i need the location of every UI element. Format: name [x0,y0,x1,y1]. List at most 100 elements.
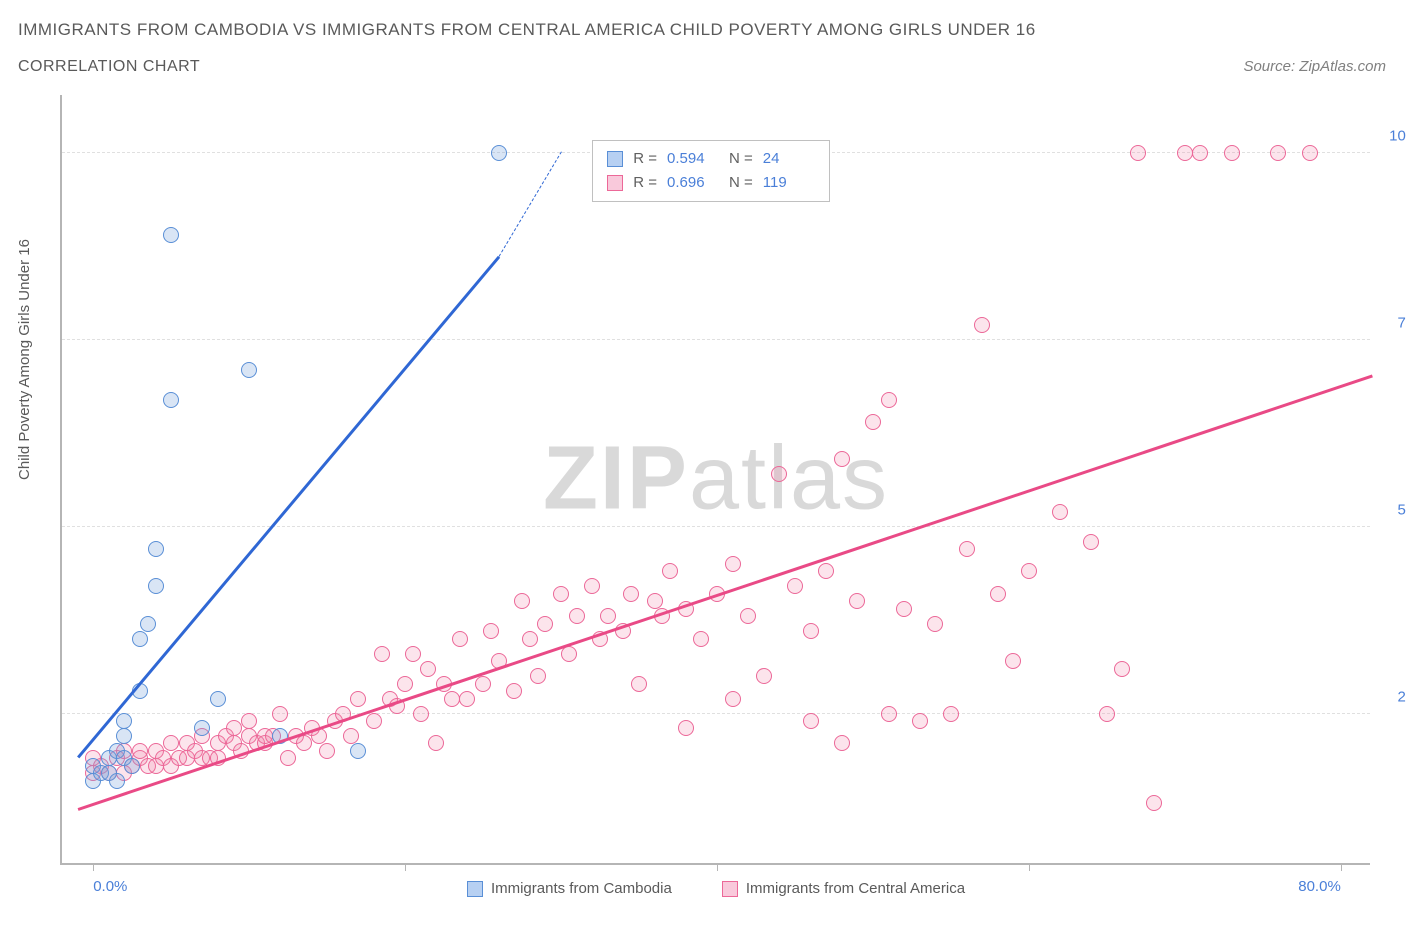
series2-legend-label: Immigrants from Central America [746,880,965,897]
data-point [514,593,530,609]
data-point [865,414,881,430]
data-point [148,578,164,594]
data-point [163,227,179,243]
x-tick [1029,863,1030,871]
x-tick [1341,863,1342,871]
data-point [1114,661,1130,677]
x-tick [717,863,718,871]
data-point [241,362,257,378]
data-point [350,743,366,759]
data-point [693,631,709,647]
legend-item-series1: Immigrants from Cambodia [467,880,672,897]
data-point [600,608,616,624]
data-point [647,593,663,609]
series1-r-value: 0.594 [667,147,719,171]
stat-row-series2: R = 0.696 N = 119 [607,171,815,195]
stat-row-series1: R = 0.594 N = 24 [607,147,815,171]
data-point [210,691,226,707]
data-point [771,466,787,482]
series1-legend-label: Immigrants from Cambodia [491,880,672,897]
data-point [803,623,819,639]
data-point [272,706,288,722]
data-point [927,616,943,632]
data-point [990,586,1006,602]
data-point [428,735,444,751]
y-tick-label: 25.0% [1380,688,1406,705]
y-tick-label: 75.0% [1380,314,1406,331]
chart-title: IMMIGRANTS FROM CAMBODIA VS IMMIGRANTS F… [18,20,1036,40]
data-point [756,668,772,684]
gridline [62,713,1370,714]
data-point [374,646,390,662]
data-point [678,720,694,736]
data-point [483,623,499,639]
series1-n-value: 24 [763,147,815,171]
data-point [109,773,125,789]
data-point [491,145,507,161]
plot-area: ZIPatlas 25.0%50.0%75.0%100.0% 0.0%80.0%… [60,95,1370,865]
data-point [1083,534,1099,550]
x-tick [93,863,94,871]
data-point [413,706,429,722]
series2-r-value: 0.696 [667,171,719,195]
data-point [1146,795,1162,811]
data-point [444,691,460,707]
data-point [296,735,312,751]
data-point [506,683,522,699]
data-point [959,541,975,557]
data-point [584,578,600,594]
data-point [725,691,741,707]
data-point [116,728,132,744]
data-point [148,541,164,557]
data-point [740,608,756,624]
y-tick-label: 100.0% [1380,127,1406,144]
data-point [623,586,639,602]
data-point [834,451,850,467]
data-point [280,750,296,766]
data-point [163,735,179,751]
data-point [1099,706,1115,722]
data-point [631,676,647,692]
data-point [530,668,546,684]
data-point [896,601,912,617]
trend-line [77,375,1372,811]
data-point [194,720,210,736]
data-point [1005,653,1021,669]
n-label: N = [729,171,753,195]
watermark: ZIPatlas [543,428,889,531]
data-point [881,706,897,722]
series2-legend-swatch [722,881,738,897]
series2-swatch [607,175,623,191]
data-point [1130,145,1146,161]
data-point [350,691,366,707]
series1-swatch [607,151,623,167]
watermark-bold: ZIP [543,429,689,529]
data-point [124,758,140,774]
data-point [974,317,990,333]
data-point [849,593,865,609]
data-point [522,631,538,647]
data-point [662,563,678,579]
data-point [537,616,553,632]
data-point [475,676,491,692]
data-point [405,646,421,662]
data-point [1021,563,1037,579]
data-point [881,392,897,408]
chart-subtitle: CORRELATION CHART [18,58,200,76]
data-point [459,691,475,707]
data-point [132,631,148,647]
trend-line-extension [498,152,561,257]
data-point [366,713,382,729]
data-point [226,720,242,736]
data-point [420,661,436,677]
data-point [452,631,468,647]
data-point [397,676,413,692]
data-point [553,586,569,602]
data-point [1192,145,1208,161]
data-point [1302,145,1318,161]
data-point [569,608,585,624]
data-point [343,728,359,744]
n-label: N = [729,147,753,171]
gridline [62,339,1370,340]
source-credit: Source: ZipAtlas.com [1243,58,1386,75]
